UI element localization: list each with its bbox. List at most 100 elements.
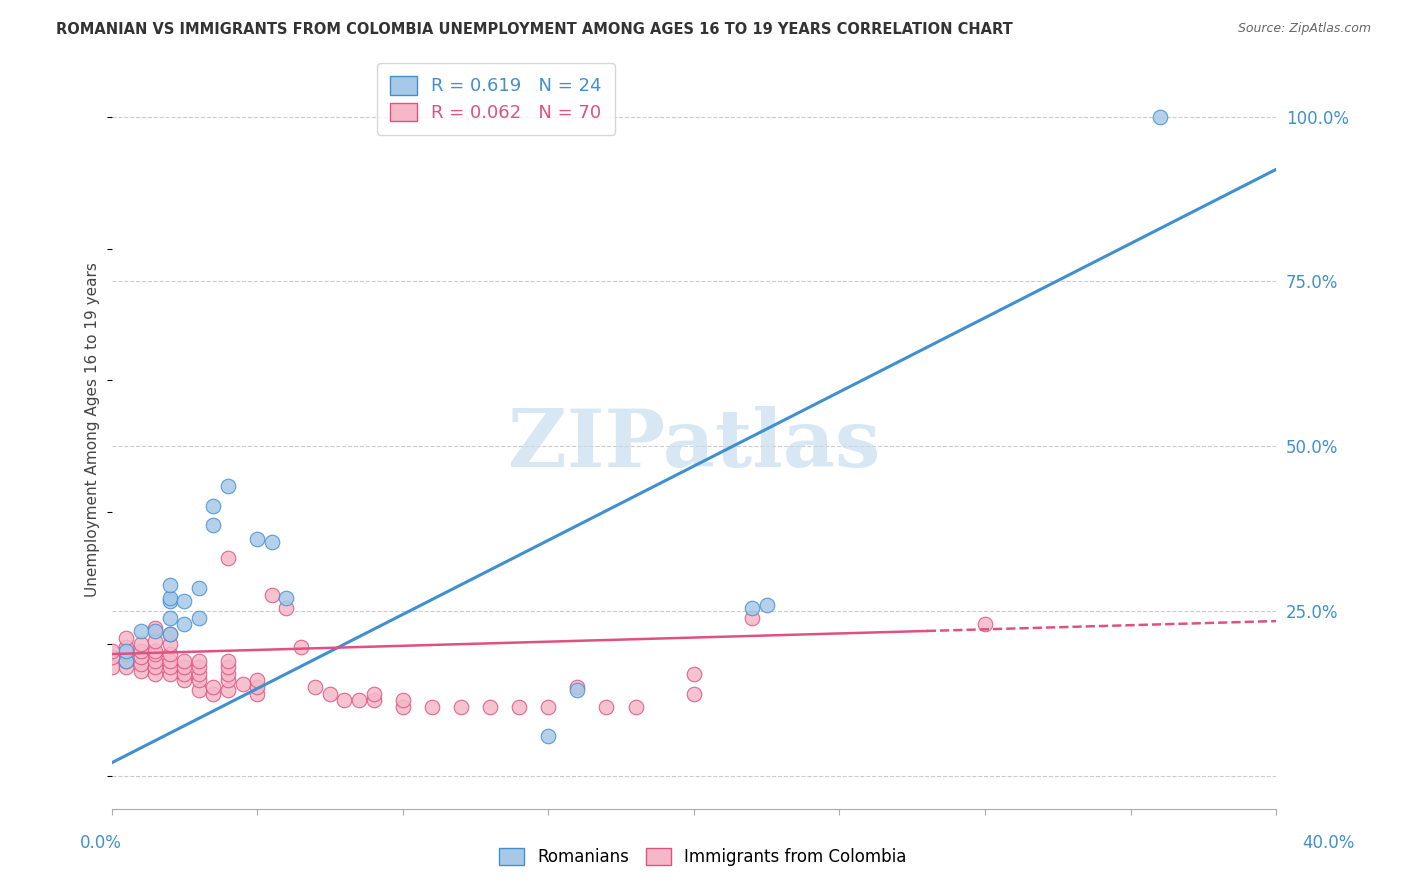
Point — [567, 680, 589, 694]
Point — [159, 637, 181, 651]
Text: Source: ZipAtlas.com: Source: ZipAtlas.com — [1237, 22, 1371, 36]
Point — [450, 699, 472, 714]
Point — [217, 683, 239, 698]
Y-axis label: Unemployment Among Ages 16 to 19 years: Unemployment Among Ages 16 to 19 years — [86, 262, 100, 598]
Point — [217, 479, 239, 493]
Point — [217, 673, 239, 688]
Point — [115, 660, 138, 674]
Point — [115, 644, 138, 658]
Point — [100, 644, 122, 658]
Point — [246, 532, 269, 546]
Point — [347, 693, 370, 707]
Legend: Romanians, Immigrants from Colombia: Romanians, Immigrants from Colombia — [492, 841, 914, 873]
Text: ROMANIAN VS IMMIGRANTS FROM COLOMBIA UNEMPLOYMENT AMONG AGES 16 TO 19 YEARS CORR: ROMANIAN VS IMMIGRANTS FROM COLOMBIA UNE… — [56, 22, 1012, 37]
Point — [202, 687, 225, 701]
Point — [304, 680, 326, 694]
Text: 40.0%: 40.0% — [1302, 834, 1355, 852]
Point — [115, 647, 138, 661]
Point — [187, 683, 209, 698]
Point — [143, 647, 166, 661]
Point — [232, 676, 254, 690]
Point — [143, 624, 166, 638]
Point — [187, 673, 209, 688]
Point — [143, 644, 166, 658]
Point — [202, 499, 225, 513]
Point — [260, 535, 283, 549]
Point — [173, 666, 195, 681]
Point — [159, 647, 181, 661]
Point — [363, 693, 385, 707]
Point — [129, 664, 152, 678]
Point — [290, 640, 312, 655]
Point — [595, 699, 617, 714]
Point — [129, 657, 152, 671]
Point — [319, 687, 342, 701]
Point — [202, 680, 225, 694]
Point — [624, 699, 647, 714]
Point — [187, 660, 209, 674]
Point — [276, 600, 298, 615]
Point — [682, 666, 704, 681]
Point — [143, 666, 166, 681]
Point — [173, 594, 195, 608]
Point — [100, 660, 122, 674]
Point — [260, 588, 283, 602]
Point — [143, 633, 166, 648]
Point — [159, 666, 181, 681]
Point — [159, 591, 181, 605]
Point — [129, 637, 152, 651]
Point — [187, 666, 209, 681]
Point — [129, 644, 152, 658]
Legend: R = 0.619   N = 24, R = 0.062   N = 70: R = 0.619 N = 24, R = 0.062 N = 70 — [377, 63, 614, 135]
Point — [391, 699, 413, 714]
Point — [217, 654, 239, 668]
Point — [129, 650, 152, 665]
Point — [159, 578, 181, 592]
Point — [159, 627, 181, 641]
Text: 0.0%: 0.0% — [80, 834, 122, 852]
Point — [159, 594, 181, 608]
Point — [143, 654, 166, 668]
Point — [115, 631, 138, 645]
Point — [115, 654, 138, 668]
Point — [173, 617, 195, 632]
Point — [173, 654, 195, 668]
Point — [537, 699, 560, 714]
Point — [741, 611, 763, 625]
Point — [115, 654, 138, 668]
Point — [537, 730, 560, 744]
Point — [159, 660, 181, 674]
Point — [391, 693, 413, 707]
Point — [115, 640, 138, 655]
Point — [143, 660, 166, 674]
Point — [187, 581, 209, 595]
Point — [173, 660, 195, 674]
Point — [682, 687, 704, 701]
Point — [187, 654, 209, 668]
Point — [202, 518, 225, 533]
Point — [363, 687, 385, 701]
Point — [974, 617, 997, 632]
Point — [246, 680, 269, 694]
Point — [420, 699, 443, 714]
Point — [159, 627, 181, 641]
Point — [246, 687, 269, 701]
Point — [143, 621, 166, 635]
Point — [479, 699, 502, 714]
Text: ZIPatlas: ZIPatlas — [508, 406, 880, 484]
Point — [159, 611, 181, 625]
Point — [217, 660, 239, 674]
Point — [333, 693, 356, 707]
Point — [187, 611, 209, 625]
Point — [1149, 110, 1171, 124]
Point — [173, 673, 195, 688]
Point — [508, 699, 530, 714]
Point — [217, 666, 239, 681]
Point — [100, 650, 122, 665]
Point — [129, 624, 152, 638]
Point — [159, 654, 181, 668]
Point — [246, 673, 269, 688]
Point — [276, 591, 298, 605]
Point — [217, 551, 239, 566]
Point — [755, 598, 778, 612]
